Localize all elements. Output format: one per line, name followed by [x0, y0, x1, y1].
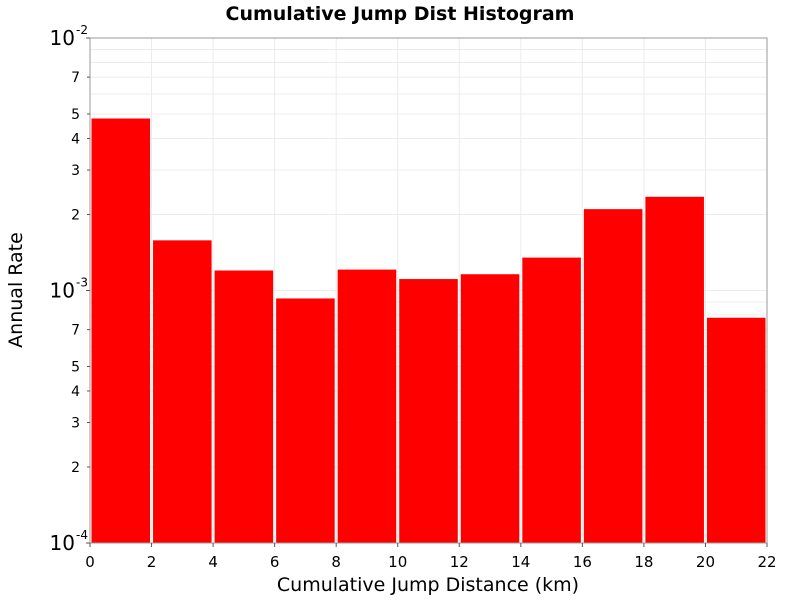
- y-major-tick-label: 10: [50, 531, 75, 555]
- histogram-bar: [399, 279, 458, 543]
- y-minor-tick-label: 3: [71, 163, 80, 179]
- y-major-tick-exponent: -2: [76, 23, 88, 37]
- y-major-tick-label: 10: [50, 26, 75, 50]
- x-tick-label: 18: [634, 553, 653, 571]
- x-axis-ticks: 0 2 4 6 8 10 12 14 16 18 20 22: [85, 543, 777, 571]
- histogram-bar: [645, 196, 704, 543]
- chart-title: Cumulative Jump Dist Histogram: [226, 3, 575, 25]
- histogram-bar: [276, 298, 335, 543]
- y-major-tick-label: 10: [50, 279, 75, 303]
- histogram-bar: [214, 270, 274, 543]
- x-tick-label: 16: [573, 553, 592, 571]
- x-tick-label: 4: [208, 553, 218, 571]
- histogram-bar: [706, 317, 766, 543]
- y-axis-label: Annual Rate: [5, 232, 27, 348]
- bars: [91, 118, 766, 544]
- histogram-bar: [91, 118, 151, 544]
- x-tick-label: 2: [147, 553, 157, 571]
- x-tick-label: 20: [696, 553, 715, 571]
- x-axis-label: Cumulative Jump Distance (km): [277, 574, 579, 596]
- histogram-bar: [522, 257, 581, 543]
- y-minor-tick-label: 2: [71, 207, 80, 223]
- x-tick-label: 12: [450, 553, 469, 571]
- y-minor-tick-label: 7: [71, 70, 80, 86]
- y-minor-tick-label: 5: [71, 107, 80, 123]
- x-tick-label: 6: [270, 553, 280, 571]
- x-tick-label: 8: [331, 553, 341, 571]
- y-minor-tick-label: 7: [71, 323, 80, 339]
- x-tick-label: 14: [511, 553, 530, 571]
- x-tick-label: 22: [757, 553, 776, 571]
- histogram-bar: [337, 269, 397, 543]
- y-minor-tick-label: 2: [71, 460, 80, 476]
- histogram-bar: [460, 274, 520, 543]
- y-major-tick-exponent: -3: [76, 276, 88, 290]
- x-tick-label: 0: [85, 553, 95, 571]
- y-minor-tick-label: 4: [71, 384, 80, 400]
- histogram-bar: [583, 209, 643, 543]
- y-minor-tick-label: 5: [71, 360, 80, 376]
- y-minor-tick-label: 4: [71, 131, 80, 147]
- histogram-bar: [153, 240, 212, 543]
- x-tick-label: 10: [388, 553, 407, 571]
- y-minor-tick-label: 3: [71, 416, 80, 432]
- y-major-tick-exponent: -4: [76, 528, 88, 542]
